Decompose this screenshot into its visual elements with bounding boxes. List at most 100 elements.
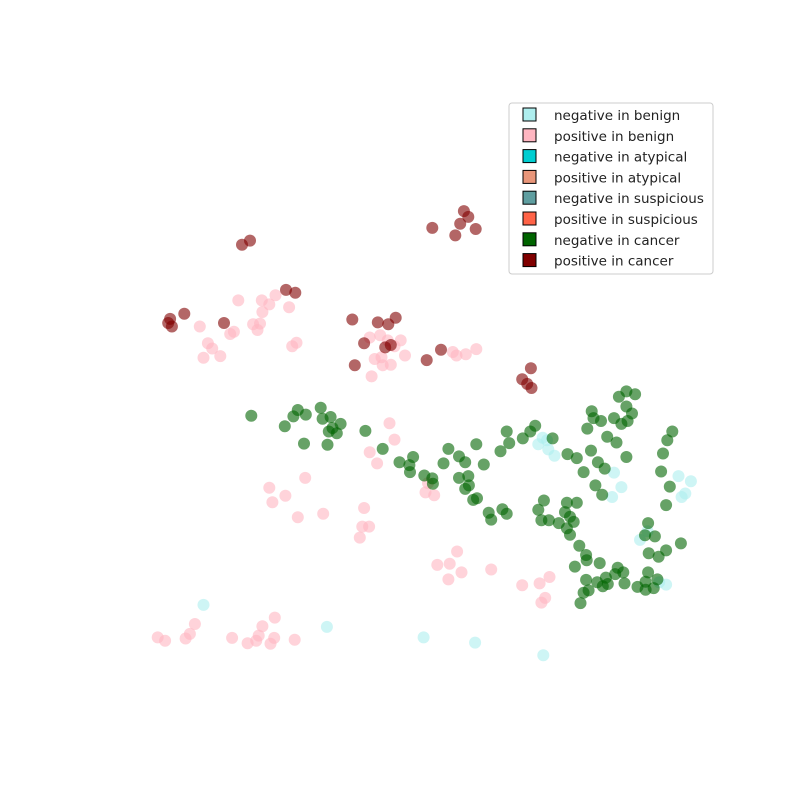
series-positive-in-cancer	[162, 205, 538, 394]
data-point	[684, 475, 697, 488]
data-point	[232, 294, 245, 307]
data-point	[389, 311, 402, 324]
data-point	[529, 419, 542, 432]
legend-swatch	[522, 169, 537, 184]
series-positive-in-benign	[151, 289, 556, 650]
data-point	[462, 479, 475, 492]
data-point	[674, 537, 687, 550]
data-point	[435, 343, 447, 356]
data-point	[660, 499, 673, 512]
data-point	[245, 409, 258, 422]
data-point	[672, 470, 685, 483]
data-point	[218, 317, 230, 329]
data-point	[618, 577, 631, 590]
data-point	[648, 530, 661, 543]
data-point	[358, 502, 371, 514]
data-point	[459, 348, 472, 361]
data-point	[660, 544, 673, 557]
data-point	[455, 566, 468, 579]
legend-label: positive in cancer	[554, 254, 674, 270]
data-point	[660, 578, 673, 591]
data-point	[165, 320, 178, 333]
data-point	[266, 496, 279, 509]
data-point	[263, 481, 276, 494]
data-point	[393, 456, 406, 469]
legend-swatch	[522, 232, 537, 247]
data-point	[580, 554, 593, 567]
data-point	[244, 234, 256, 247]
data-point	[404, 466, 416, 479]
data-point	[593, 557, 606, 570]
legend-swatch	[522, 211, 537, 226]
data-point	[537, 494, 550, 507]
data-point	[589, 479, 602, 492]
data-point	[268, 631, 281, 644]
data-point	[363, 446, 376, 459]
data-point	[454, 217, 467, 230]
data-point	[596, 488, 609, 501]
data-point	[384, 339, 397, 351]
data-point	[179, 632, 192, 645]
data-point	[193, 320, 206, 333]
data-point	[516, 373, 529, 386]
data-point	[546, 432, 559, 445]
data-point	[462, 470, 475, 483]
data-point	[358, 337, 371, 350]
data-point	[224, 328, 237, 340]
data-point	[608, 466, 620, 479]
legend-label: positive in benign	[554, 129, 674, 145]
data-point	[642, 566, 655, 579]
data-point	[516, 579, 529, 592]
data-point	[241, 637, 254, 650]
data-point	[615, 481, 628, 494]
data-point	[420, 354, 433, 367]
data-point	[620, 451, 633, 463]
legend: negative in benign positive in benign nega…	[508, 102, 714, 275]
data-point	[159, 634, 172, 647]
data-point	[388, 433, 401, 446]
data-point	[596, 580, 609, 593]
legend-swatch	[522, 253, 537, 268]
data-point	[279, 489, 292, 502]
data-point	[407, 451, 420, 463]
data-point	[226, 631, 239, 644]
data-point	[548, 449, 561, 462]
data-point	[450, 349, 463, 362]
data-point	[606, 491, 619, 503]
data-point	[462, 210, 475, 223]
data-point	[320, 620, 333, 633]
data-point	[384, 358, 397, 371]
data-point	[431, 558, 444, 571]
data-point	[268, 611, 281, 624]
legend-items: negative in benign positive in benign nega…	[522, 107, 704, 270]
data-point	[383, 417, 396, 430]
data-point	[470, 343, 483, 356]
data-point	[453, 471, 465, 484]
data-point	[289, 286, 302, 299]
data-point	[533, 577, 546, 590]
data-point	[417, 631, 430, 644]
data-point	[280, 283, 292, 296]
data-point	[471, 492, 483, 505]
data-point	[655, 465, 668, 478]
data-point	[639, 529, 651, 542]
data-point	[278, 420, 291, 433]
data-point	[577, 586, 590, 599]
data-point	[437, 457, 450, 470]
data-point	[206, 342, 219, 355]
data-point	[443, 557, 456, 570]
legend-frame	[508, 102, 714, 275]
data-point	[532, 503, 545, 516]
data-point	[570, 496, 583, 509]
data-point	[214, 350, 227, 363]
data-point	[482, 506, 495, 519]
data-point	[359, 424, 372, 437]
data-point	[500, 507, 513, 520]
data-point	[426, 221, 439, 234]
data-point	[418, 469, 431, 482]
data-point	[537, 649, 550, 662]
data-point	[269, 289, 282, 302]
data-point	[451, 545, 464, 558]
data-point	[485, 563, 498, 576]
data-point	[535, 596, 548, 609]
